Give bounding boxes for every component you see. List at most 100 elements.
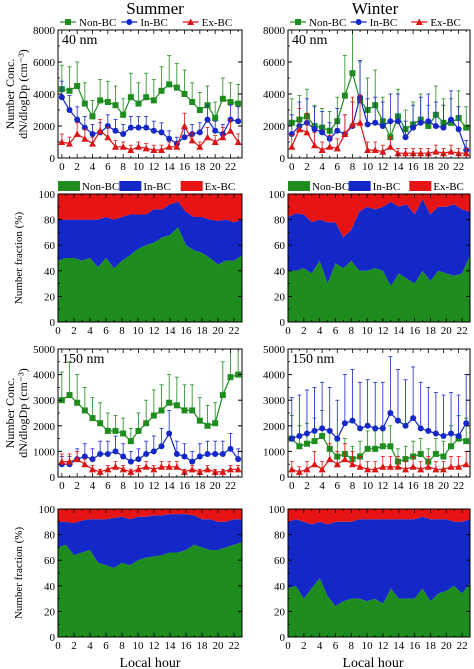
point-ex-bc (112, 463, 119, 470)
point-ex-bc (96, 468, 104, 475)
point-ex-bc (112, 143, 119, 150)
point-in-bc (288, 435, 295, 442)
x-tick-label: 12 (148, 161, 159, 173)
point-non-bc (417, 450, 424, 457)
point-ex-bc (173, 143, 181, 150)
point-in-bc (425, 118, 432, 125)
x-tick-label: 14 (393, 640, 405, 652)
point-in-bc (74, 116, 81, 123)
point-ex-bc (356, 463, 364, 470)
point-in-bc (432, 123, 439, 129)
point-non-bc (89, 415, 96, 422)
point-in-bc (334, 127, 341, 134)
y-tick-label: 0 (280, 632, 286, 644)
x-tick-label: 6 (105, 161, 111, 173)
point-in-bc (120, 453, 127, 460)
x-tick-label: 8 (349, 640, 355, 652)
point-ex-bc (219, 133, 227, 141)
point-in-bc (181, 453, 188, 460)
x-tick-label: 20 (213, 325, 225, 337)
point-in-bc (66, 107, 73, 113)
x-tick-label: 4 (317, 640, 323, 652)
y-tick-label: 5000 (263, 344, 286, 356)
point-in-bc (319, 129, 326, 136)
x-tick-label: 4 (317, 325, 323, 337)
point-ex-bc (409, 149, 417, 157)
point-ex-bc (364, 146, 372, 153)
point-ex-bc (379, 148, 387, 155)
point-ex-bc (371, 146, 379, 153)
line-non-bc (291, 71, 467, 139)
point-ex-bc (341, 130, 349, 137)
point-non-bc (112, 102, 119, 109)
point-ex-bc (333, 144, 341, 152)
point-ex-bc (96, 127, 104, 134)
x-tick-label: 22 (453, 161, 464, 173)
legend-label: Non-BC (79, 17, 116, 29)
x-tick-label: 20 (213, 640, 225, 652)
x-tick-label: 10 (133, 480, 145, 492)
y-axis-label: Number fraction (%) (13, 527, 25, 620)
point-non-bc (387, 443, 394, 450)
point-non-bc (89, 113, 96, 120)
area-in-bc (288, 199, 470, 287)
point-ex-bc (89, 465, 96, 473)
point-non-bc (432, 450, 439, 457)
plot-area (288, 30, 470, 157)
series-ex-bc (288, 95, 470, 157)
point-ex-bc (386, 143, 394, 150)
point-non-bc (219, 392, 226, 399)
point-ex-bc (211, 468, 219, 475)
point-non-bc (66, 392, 73, 399)
x-tick-label: 2 (301, 640, 307, 652)
point-in-bc (379, 425, 386, 432)
point-non-bc (204, 422, 211, 429)
plot-area (288, 194, 470, 322)
point-non-bc (196, 107, 203, 113)
point-non-bc (135, 100, 142, 107)
point-non-bc (166, 81, 173, 88)
legend-swatch (409, 181, 432, 191)
legend-label: In-BC (370, 17, 398, 29)
point-ex-bc (295, 125, 303, 133)
point-ex-bc (462, 460, 470, 468)
point-in-bc (158, 443, 165, 450)
point-in-bc (89, 456, 96, 463)
y-tick-label: 1000 (33, 446, 56, 458)
point-non-bc (181, 91, 188, 97)
point-ex-bc (379, 463, 387, 470)
y-tick-label: 4000 (33, 370, 56, 382)
x-tick-label: 10 (362, 480, 374, 492)
point-non-bc (196, 417, 203, 424)
x-tick-label: 10 (133, 640, 145, 652)
point-ex-bc (371, 465, 379, 473)
point-in-bc (311, 427, 318, 434)
point-non-bc (173, 402, 180, 409)
legend-label: Non-BC (312, 181, 349, 193)
x-tick-label: 12 (377, 161, 388, 173)
x-tick-label: 8 (350, 161, 356, 173)
point-ex-bc (165, 463, 173, 470)
point-ex-bc (188, 465, 196, 473)
point-ex-bc (58, 458, 66, 465)
legend-label: Ex-BC (430, 17, 461, 29)
x-tick-label: 18 (197, 325, 209, 337)
x-tick-label: 16 (179, 480, 191, 492)
point-ex-bc (227, 465, 234, 473)
point-ex-bc (158, 463, 165, 470)
area-ex-bc (58, 194, 242, 223)
x-tick-label: 0 (285, 325, 291, 337)
point-ex-bc (73, 130, 81, 137)
x-tick-label: 20 (438, 161, 450, 173)
x-tick-label: 16 (409, 640, 421, 652)
y-axis-label-line1: Number Conc. (3, 378, 17, 449)
y-tick-label: 60 (274, 240, 286, 252)
point-ex-bc (455, 463, 463, 470)
point-ex-bc (181, 468, 188, 475)
point-ex-bc (364, 465, 372, 473)
point-in-bc (387, 118, 394, 125)
point-ex-bc (439, 149, 447, 157)
